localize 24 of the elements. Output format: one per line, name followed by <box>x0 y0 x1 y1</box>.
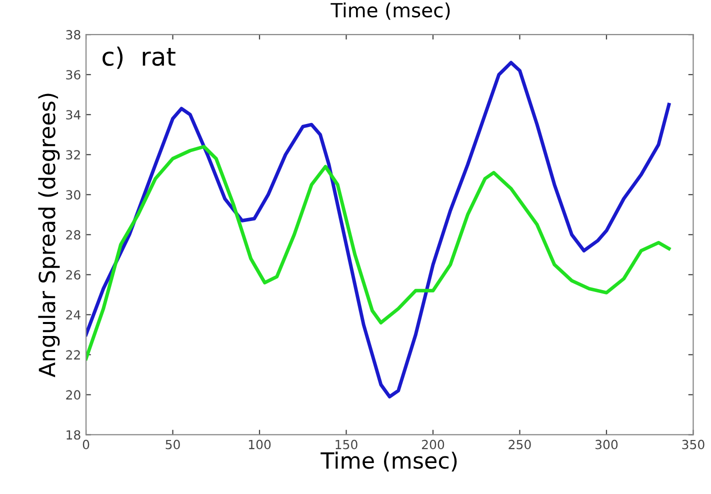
y-tick-label: 30 <box>66 190 80 200</box>
y-tick-label: 22 <box>66 350 80 360</box>
y-tick-label: 34 <box>66 110 80 120</box>
x-tick-label: 0 <box>82 440 90 450</box>
x-axis-title: Time (msec) <box>320 452 457 472</box>
x-tick-label: 300 <box>596 440 618 450</box>
y-tick-label: 20 <box>66 390 80 400</box>
y-tick-label: 18 <box>66 430 80 440</box>
y-axis-title: Angular Spread (degrees) <box>38 94 60 378</box>
y-tick-label: 38 <box>66 30 80 40</box>
x-tick-label: 350 <box>682 440 704 450</box>
text: Time (msec) <box>330 2 450 20</box>
y-tick-label: 26 <box>66 270 80 280</box>
x-tick-label: 100 <box>248 440 271 450</box>
y-tick-label: 36 <box>66 70 80 80</box>
annotation: c) rat <box>102 46 176 69</box>
y-tick-label: 28 <box>66 230 80 240</box>
x-tick-label: 250 <box>508 440 531 450</box>
y-tick-label: 24 <box>66 310 80 320</box>
x-tick-label: 200 <box>422 440 444 450</box>
line-series <box>86 144 671 360</box>
y-tick-label: 32 <box>66 150 80 160</box>
x-tick-label: 150 <box>336 440 358 450</box>
x-tick-label: 50 <box>166 440 180 450</box>
